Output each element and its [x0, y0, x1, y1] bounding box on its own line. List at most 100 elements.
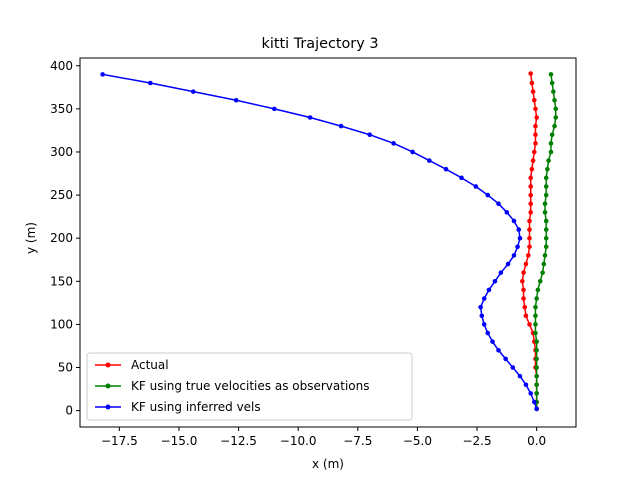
data-point — [505, 261, 511, 267]
legend-item: KF using inferred vels — [95, 400, 261, 414]
data-point — [528, 192, 533, 198]
data-point — [543, 175, 549, 181]
x-tick-label: −2.5 — [462, 434, 491, 448]
data-point — [498, 270, 504, 275]
data-point — [531, 399, 537, 405]
data-point — [511, 253, 517, 258]
data-point — [537, 278, 543, 284]
data-point — [485, 192, 491, 198]
data-point — [473, 184, 479, 189]
data-point — [543, 218, 549, 224]
data-point — [533, 304, 538, 310]
data-point — [542, 210, 548, 215]
data-point — [516, 227, 522, 232]
data-point — [459, 175, 464, 181]
x-tick-label: −7.5 — [343, 434, 372, 448]
x-axis: −17.5 −15.0 −12.5 −10.0 −7.5 −5.0 −2.5 0.0 — [101, 427, 546, 448]
data-point — [548, 149, 554, 155]
legend-box — [86, 352, 413, 421]
data-point — [534, 365, 539, 370]
data-point — [534, 406, 539, 412]
legend: Actual KF using true velocities as observ… — [86, 352, 413, 421]
data-point — [548, 141, 554, 146]
data-point — [338, 123, 344, 129]
data-point — [542, 253, 548, 258]
series-layer — [100, 71, 559, 412]
data-point — [490, 339, 495, 344]
data-point — [534, 339, 539, 344]
data-point — [367, 132, 373, 138]
x-tick-label: −10.0 — [280, 434, 317, 448]
data-point — [530, 89, 536, 94]
data-point — [528, 71, 533, 76]
data-point — [527, 244, 532, 250]
x-tick-label: 0.0 — [527, 434, 546, 448]
legend-label: Actual — [131, 358, 169, 372]
data-point — [503, 356, 508, 362]
data-point — [523, 313, 529, 319]
data-point — [520, 278, 525, 284]
legend-marker — [105, 362, 111, 368]
y-tick-label: 350 — [50, 102, 73, 116]
data-point — [533, 141, 538, 146]
x-tick-label: −15.0 — [161, 434, 198, 448]
data-point — [272, 106, 277, 112]
data-point — [148, 80, 153, 86]
data-point — [552, 123, 557, 129]
data-point — [533, 313, 538, 319]
data-point — [496, 347, 501, 353]
data-point — [534, 296, 539, 301]
y-tick-label: 100 — [50, 317, 73, 331]
x-tick-label: −17.5 — [101, 434, 138, 448]
data-point — [481, 296, 487, 301]
data-point — [541, 261, 547, 267]
data-point — [533, 123, 538, 129]
data-point — [543, 235, 549, 241]
data-point — [531, 149, 537, 155]
series-line — [102, 73, 538, 410]
data-point — [511, 218, 517, 224]
data-point — [540, 270, 545, 275]
data-point — [553, 106, 559, 112]
data-point — [496, 201, 501, 207]
legend-marker — [105, 404, 111, 410]
data-point — [528, 210, 533, 215]
legend-label: KF using inferred vels — [131, 400, 261, 414]
data-point — [523, 382, 529, 388]
series-line — [521, 73, 538, 409]
plot-frame — [79, 57, 577, 428]
data-point — [533, 322, 538, 327]
y-tick-label: 250 — [50, 188, 73, 202]
y-tick-label: 50 — [58, 361, 73, 375]
data-point — [533, 132, 538, 138]
data-point — [528, 175, 533, 181]
x-axis-label: x (m) — [312, 457, 344, 471]
y-tick-label: 150 — [50, 274, 73, 288]
data-point — [543, 184, 549, 189]
legend-item: Actual — [95, 358, 169, 372]
data-point — [100, 72, 105, 77]
data-point — [523, 261, 529, 267]
data-point — [551, 89, 556, 94]
data-point — [527, 218, 532, 224]
data-point — [533, 106, 538, 112]
data-point — [510, 365, 516, 370]
data-point — [410, 149, 415, 155]
data-point — [526, 253, 531, 258]
data-point — [534, 373, 539, 379]
data-point — [552, 97, 557, 103]
data-point — [485, 330, 491, 336]
data-point — [534, 382, 539, 388]
data-point — [534, 356, 539, 362]
data-point — [530, 158, 536, 163]
data-point — [527, 235, 532, 241]
data-point — [307, 115, 313, 120]
legend-item: KF using true velocities as observations — [95, 379, 369, 393]
data-point — [542, 201, 548, 207]
data-point — [521, 270, 526, 275]
data-point — [529, 166, 535, 172]
series-3 — [100, 72, 539, 412]
data-point — [528, 201, 533, 207]
data-point — [517, 373, 523, 379]
